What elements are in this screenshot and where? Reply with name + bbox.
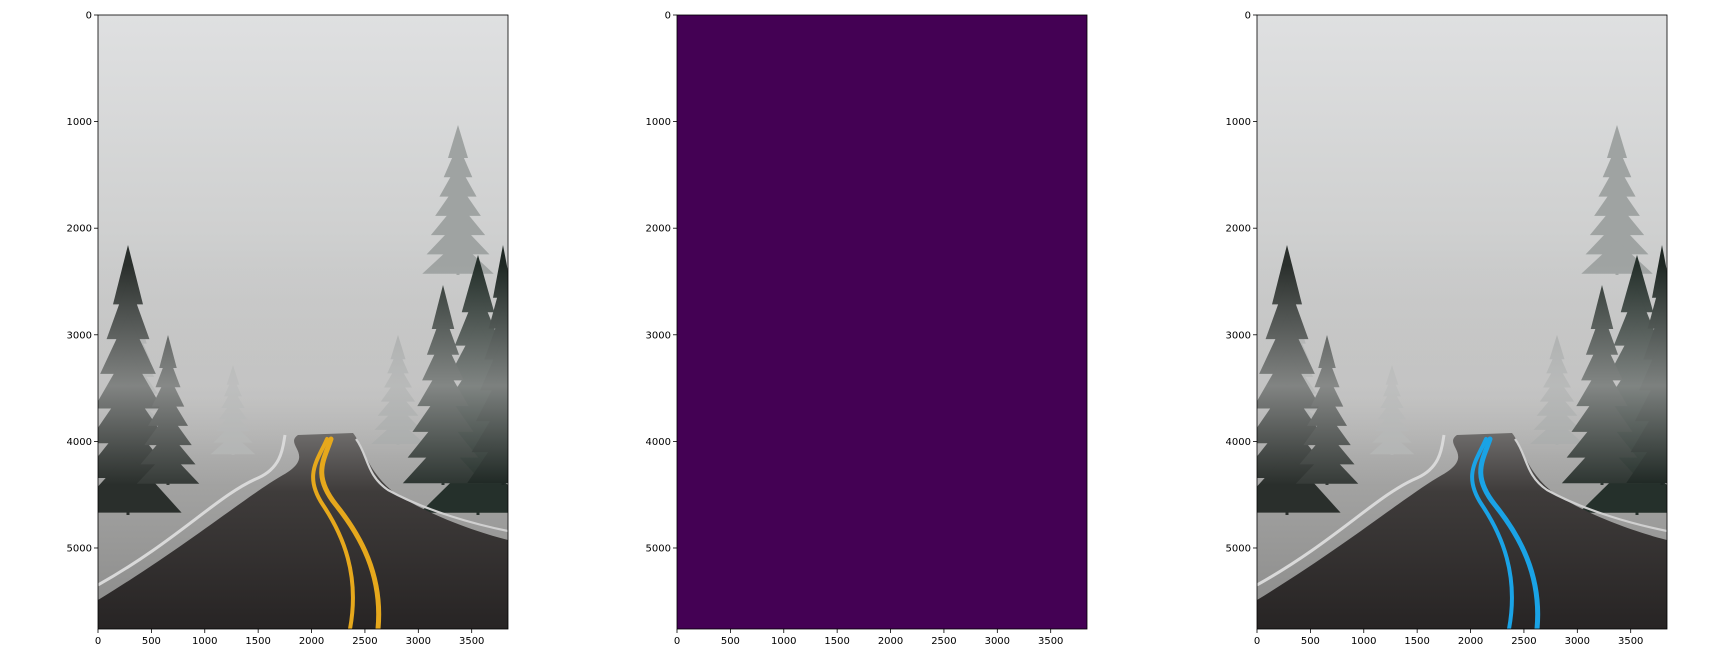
x-tick-label: 3000 (406, 636, 431, 647)
y-tick-label: 4000 (646, 437, 671, 448)
x-tick-label: 3000 (985, 636, 1010, 647)
road (1257, 433, 1667, 629)
x-tick-label: 3500 (1618, 636, 1643, 647)
axes-2: 0 500 1000 1500 2000 2500 3000 3500 0 1000 2000 300… (646, 11, 1088, 647)
y-tick-label: 2000 (1226, 224, 1251, 235)
x-tick-label: 3500 (459, 636, 484, 647)
road-edge-line-right (355, 438, 508, 533)
x-tick-label: 1000 (192, 636, 217, 647)
axes-1: 0 500 1000 1500 2000 2500 3000 3500 0 1000 2000 300… (67, 11, 509, 647)
x-tick-label: 0 (674, 636, 680, 647)
y-tick-label: 1000 (646, 117, 671, 128)
road-edge-line-left (1257, 434, 1446, 587)
y-tick-label: 3000 (1226, 330, 1251, 341)
x-tick-label: 1500 (824, 636, 849, 647)
x-tick-label: 0 (95, 636, 101, 647)
x-tick-label: 2000 (1458, 636, 1483, 647)
x-tick-label: 500 (142, 636, 161, 647)
axes-3: 0 500 1000 1500 2000 2500 3000 3500 0 1000 2000 300… (1226, 11, 1668, 647)
y-tick-label: 2000 (646, 224, 671, 235)
photo-image-1 (98, 15, 508, 629)
photo-image-3 (1257, 15, 1667, 629)
center-line (311, 437, 355, 629)
y-tick-label: 5000 (646, 543, 671, 554)
y-tick-label: 2000 (67, 224, 92, 235)
x-tick-label: 0 (1254, 636, 1260, 647)
axes-frame (97, 14, 509, 630)
y-tick-label: 1000 (67, 117, 92, 128)
road-edge-line-left (98, 434, 287, 587)
x-tick-label: 1500 (1404, 636, 1429, 647)
mask-heatmap (677, 15, 1087, 629)
y-tick-label: 5000 (67, 543, 92, 554)
y-tick-label: 3000 (67, 330, 92, 341)
center-line (1470, 437, 1514, 629)
x-tick-label: 500 (1301, 636, 1320, 647)
x-tick-label: 500 (721, 636, 740, 647)
y-tick-label: 5000 (1226, 543, 1251, 554)
x-tick-label: 2500 (352, 636, 377, 647)
x-tick-label: 2500 (1511, 636, 1536, 647)
road (98, 433, 508, 629)
axes-frame (1256, 14, 1668, 630)
road-edge-line-right (1514, 438, 1667, 533)
y-tick-label: 0 (86, 11, 92, 22)
x-tick-label: 3500 (1038, 636, 1063, 647)
x-tick-label: 1500 (245, 636, 270, 647)
y-tick-label: 4000 (67, 437, 92, 448)
x-tick-label: 1000 (771, 636, 796, 647)
x-tick-label: 3000 (1565, 636, 1590, 647)
center-line (1478, 436, 1541, 629)
x-tick-label: 2000 (878, 636, 903, 647)
axes-frame (676, 14, 1088, 630)
x-tick-label: 2500 (931, 636, 956, 647)
y-tick-label: 4000 (1226, 437, 1251, 448)
y-tick-label: 1000 (1226, 117, 1251, 128)
x-tick-label: 1000 (1351, 636, 1376, 647)
center-line (319, 436, 382, 629)
x-tick-label: 2000 (299, 636, 324, 647)
y-tick-label: 0 (665, 11, 671, 22)
y-tick-label: 3000 (646, 330, 671, 341)
y-tick-label: 0 (1245, 11, 1251, 22)
